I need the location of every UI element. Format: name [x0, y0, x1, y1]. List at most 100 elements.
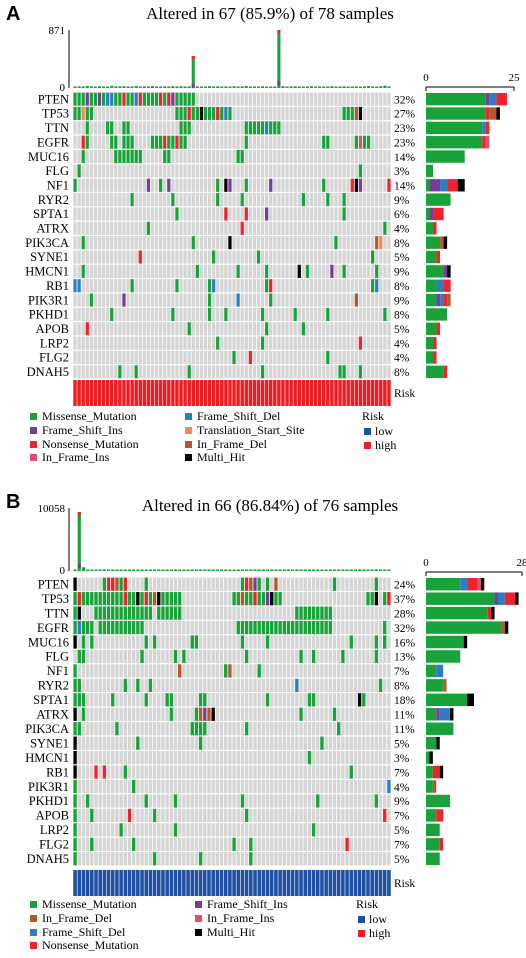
empty-cell [163, 236, 167, 250]
empty-cell [207, 722, 211, 736]
empty-cell [370, 722, 374, 736]
empty-cell [118, 336, 122, 350]
empty-cell [175, 250, 179, 264]
empty-cell [98, 693, 102, 707]
empty-cell [371, 135, 375, 149]
empty-cell [383, 279, 387, 293]
tmb-bar [215, 569, 219, 571]
empty-cell [341, 765, 345, 779]
empty-cell [248, 293, 252, 307]
empty-cell [387, 722, 391, 736]
empty-cell [194, 837, 199, 851]
mutation-cell [371, 250, 375, 264]
empty-cell [256, 135, 261, 149]
empty-cell [130, 336, 134, 350]
empty-cell [270, 808, 274, 823]
empty-cell [216, 307, 220, 321]
empty-cell [270, 693, 274, 707]
mutation-cell [244, 178, 248, 192]
empty-cell [165, 751, 169, 765]
mutation-cell [119, 606, 123, 620]
gene-bar-segment [467, 693, 474, 707]
empty-cell [207, 178, 212, 192]
gene-bar-segment [436, 293, 441, 307]
empty-cell [299, 808, 303, 823]
empty-cell [349, 606, 353, 620]
empty-cell [305, 336, 310, 350]
risk-cell [362, 380, 367, 406]
empty-cell [115, 635, 119, 649]
empty-cell [178, 635, 182, 649]
empty-cell [383, 293, 387, 307]
legend-swatch [30, 901, 37, 908]
empty-cell [157, 794, 161, 808]
empty-cell [274, 664, 278, 678]
empty-cell [94, 808, 98, 823]
gene-bar-segment [426, 708, 437, 721]
risk-cell [154, 380, 159, 406]
empty-cell [186, 707, 190, 721]
legend-risk-low-label: low [369, 912, 387, 926]
empty-cell [195, 293, 199, 307]
percent-label: 7% [394, 666, 410, 678]
gene-bar-segment [426, 679, 444, 692]
empty-cell [248, 221, 252, 235]
empty-cell [85, 779, 90, 794]
empty-cell [371, 106, 375, 121]
empty-cell [374, 722, 379, 736]
empty-cell [183, 250, 187, 264]
empty-cell [370, 736, 374, 750]
empty-cell [182, 779, 186, 794]
empty-cell [370, 620, 374, 635]
mutation-cell [171, 307, 175, 321]
mutation-cell [73, 279, 77, 293]
percent-label: 14% [394, 152, 416, 164]
mutation-cell [110, 121, 114, 135]
empty-cell [187, 279, 191, 293]
empty-cell [289, 336, 293, 350]
empty-cell [134, 164, 138, 178]
empty-cell [106, 307, 110, 321]
empty-cell [236, 164, 240, 178]
empty-cell [157, 722, 161, 736]
empty-cell [277, 322, 281, 336]
mutation-cell [249, 620, 253, 635]
empty-cell [265, 722, 270, 736]
empty-cell [165, 852, 169, 866]
empty-cell [118, 322, 122, 336]
empty-cell [122, 207, 126, 221]
empty-cell [89, 164, 93, 178]
empty-cell [370, 837, 374, 851]
empty-cell [182, 664, 186, 678]
empty-cell [320, 779, 324, 794]
empty-cell [111, 765, 115, 779]
empty-cell [175, 193, 179, 207]
empty-cell [286, 577, 291, 591]
empty-cell [322, 365, 326, 379]
empty-cell [157, 808, 161, 823]
mutation-cell [134, 150, 138, 164]
empty-cell [199, 336, 204, 350]
empty-cell [282, 765, 286, 779]
mutation-cell [73, 722, 77, 736]
empty-cell [332, 823, 337, 837]
empty-cell [199, 236, 204, 250]
empty-cell [309, 293, 314, 307]
tmb-bar [228, 86, 232, 88]
empty-cell [228, 307, 232, 321]
empty-cell [289, 92, 293, 106]
mutation-cell [94, 606, 98, 620]
empty-cell [118, 193, 122, 207]
empty-cell [350, 250, 354, 264]
empty-cell [169, 620, 174, 635]
empty-cell [101, 293, 106, 307]
empty-cell [378, 707, 383, 721]
empty-cell [346, 236, 350, 250]
empty-cell [216, 250, 220, 264]
empty-cell [349, 779, 353, 794]
empty-cell [140, 751, 144, 765]
empty-cell [220, 336, 224, 350]
mutation-cell [211, 707, 215, 721]
empty-cell [353, 852, 358, 866]
mutation-cell [374, 794, 379, 808]
